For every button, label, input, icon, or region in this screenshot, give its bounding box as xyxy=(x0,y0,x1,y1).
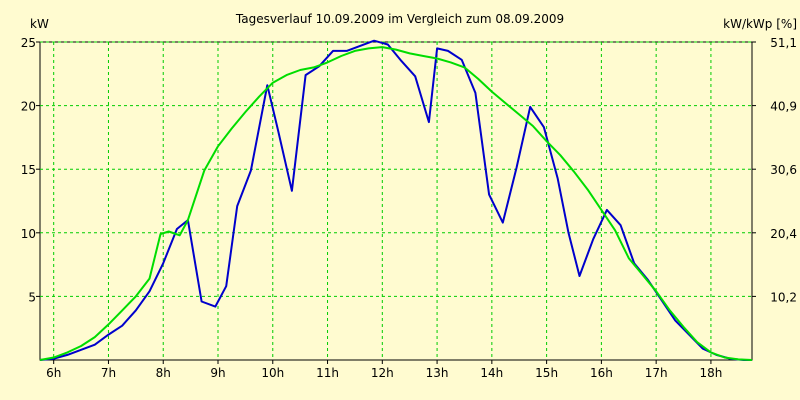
series-group xyxy=(39,39,753,361)
x-tick-label: 16h xyxy=(590,366,613,380)
y-tick-label-left: 20 xyxy=(21,100,36,114)
axis-ticks: 6h 7h 8h 9h 10h 11h 12h 13h 14h 15h 16h 17h 18h 5 10,2… xyxy=(21,36,797,380)
y-axis-label-right: kW/kWp [%] xyxy=(723,17,797,31)
y-tick-label-right: 20,4 xyxy=(770,227,797,241)
x-tick-label: 6h xyxy=(46,366,61,380)
x-tick-label: 17h xyxy=(645,366,668,380)
chart-title: Tagesverlauf 10.09.2009 im Vergleich zum… xyxy=(235,12,564,26)
x-tick-label: 12h xyxy=(371,366,394,380)
y-tick-label-left: 5 xyxy=(28,290,36,304)
x-tick-label: 13h xyxy=(426,366,449,380)
series-line-2 xyxy=(39,46,753,361)
grid xyxy=(40,41,752,360)
y-tick-label-right: 30,6 xyxy=(770,163,797,177)
y-axis-label-left: kW xyxy=(30,17,49,31)
x-tick-label: 8h xyxy=(156,366,171,380)
plot-area xyxy=(39,41,753,361)
x-tick-label: 11h xyxy=(316,366,339,380)
y-tick-label-right: 10,2 xyxy=(770,290,797,304)
y-tick-label-left: 10 xyxy=(21,227,36,241)
x-tick-label: 7h xyxy=(101,366,116,380)
y-tick-label-right: 40,9 xyxy=(770,100,797,114)
x-tick-label: 15h xyxy=(535,366,558,380)
y-tick-label-left: 15 xyxy=(21,163,36,177)
y-tick-label-right: 51,1 xyxy=(770,36,797,50)
x-tick-label: 10h xyxy=(261,366,284,380)
x-tick-label: 18h xyxy=(699,366,722,380)
x-tick-label: 9h xyxy=(210,366,225,380)
x-tick-label: 14h xyxy=(480,366,503,380)
y-tick-label-left: 25 xyxy=(21,36,36,50)
